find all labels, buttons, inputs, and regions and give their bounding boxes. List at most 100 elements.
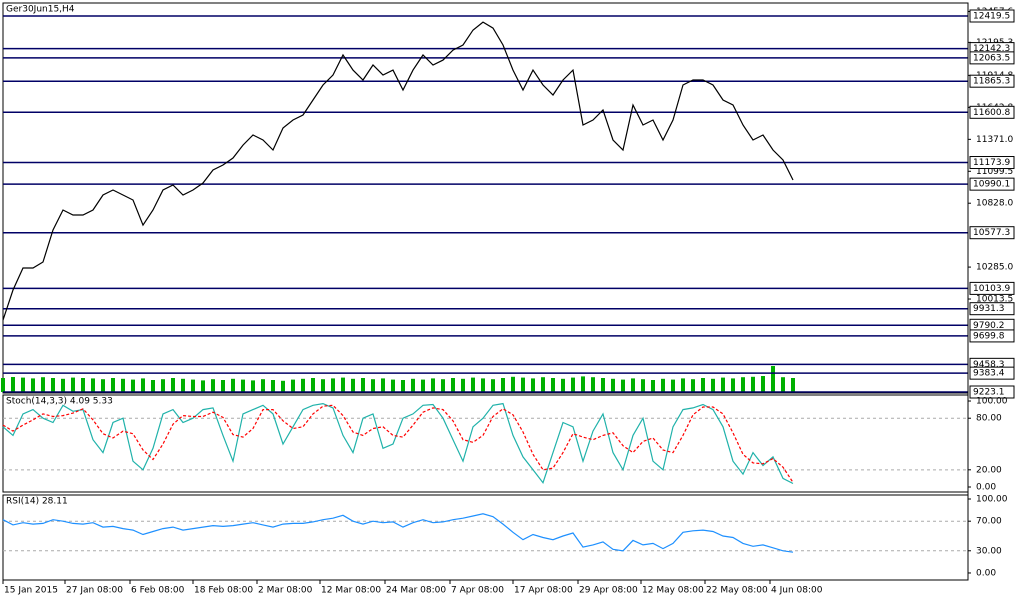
level-label: 12142.3: [973, 44, 1010, 54]
level-label: 9383.4: [973, 369, 1005, 379]
volume-bar: [611, 378, 615, 392]
series-line: [2, 513, 794, 553]
y-tick-label: 11371.0: [976, 135, 1013, 145]
y-tick-label: 10285.0: [976, 263, 1013, 273]
level-label-box: [969, 74, 1015, 88]
volume-bar: [161, 379, 165, 392]
level-label-box: [969, 9, 1015, 23]
volume-bar: [191, 379, 195, 392]
volume-bar: [141, 378, 145, 392]
y-tick-label: 10828.0: [976, 199, 1013, 209]
volume-bar: [431, 378, 435, 392]
volume-bar: [541, 377, 545, 392]
y-tick-label: 0.00: [976, 483, 996, 493]
y-tick-label: 70.00: [976, 517, 1002, 527]
level-label-box: [969, 302, 1015, 316]
volume-bar: [781, 377, 785, 392]
y-tick-label: 10013.5: [976, 295, 1013, 305]
x-tick-label: 18 Feb 08:00: [194, 586, 253, 596]
volume-bar: [381, 378, 385, 392]
volume-bar: [741, 377, 745, 392]
level-label: 11173.9: [973, 158, 1010, 168]
level-label: 10577.3: [973, 228, 1010, 238]
volume-bar: [201, 380, 205, 392]
level-label-box: [969, 366, 1015, 380]
y-tick-label: 80.00: [976, 414, 1002, 424]
volume-bar: [241, 379, 245, 392]
level-label: 9223.1: [973, 388, 1005, 398]
x-tick-label: 15 Jan 2015: [4, 586, 58, 596]
y-tick-label: 30.00: [976, 546, 1002, 556]
volume-bar: [271, 380, 275, 392]
volume-bar: [471, 377, 475, 392]
y-tick-label: 20.00: [976, 465, 1002, 475]
volume-bar: [641, 379, 645, 392]
volume-bar: [651, 380, 655, 392]
volume-bar: [231, 378, 235, 392]
volume-bar: [131, 379, 135, 392]
series-line: [2, 404, 794, 483]
volume-bar: [171, 378, 175, 392]
panel-title: Ger30Jun15,H4: [6, 5, 75, 15]
volume-bar: [211, 379, 215, 392]
volume-bar: [451, 378, 455, 392]
level-label: 12419.5: [973, 11, 1010, 21]
volume-bar: [601, 378, 605, 392]
volume-bar: [691, 379, 695, 392]
volume-bar: [441, 379, 445, 392]
volume-bar: [571, 377, 575, 392]
volume-bar: [661, 378, 665, 392]
volume-bar: [151, 380, 155, 392]
level-label-box: [969, 51, 1015, 65]
volume-bar: [671, 379, 675, 392]
volume-bar: [281, 380, 285, 392]
volume-bar: [11, 377, 15, 392]
volume-bar: [251, 380, 255, 392]
volume-bar: [681, 378, 685, 392]
volume-bar: [51, 378, 55, 392]
volume-bar: [561, 378, 565, 392]
volume-bar: [291, 379, 295, 392]
y-tick-label: 0.00: [976, 568, 996, 578]
level-label-box: [969, 385, 1015, 399]
x-tick-label: 22 May 08:00: [706, 586, 768, 596]
y-tick-label: 100.00: [976, 397, 1008, 407]
volume-bar: [351, 378, 355, 392]
x-tick-label: 27 Jan 08:00: [66, 586, 123, 596]
level-label-box: [969, 156, 1015, 170]
panel-title: RSI(14) 28.11: [6, 497, 68, 507]
level-label: 11865.3: [973, 77, 1010, 87]
x-tick-label: 12 Mar 08:00: [321, 586, 381, 596]
volume-bar: [31, 378, 35, 392]
volume-bar: [771, 366, 775, 392]
volume-bar: [81, 378, 85, 392]
level-label: 9931.3: [973, 304, 1005, 314]
volume-bar: [631, 378, 635, 392]
volume-bar: [591, 377, 595, 392]
volume-bar: [621, 379, 625, 392]
volume-bar: [701, 378, 705, 392]
volume-bar: [411, 378, 415, 392]
volume-bar: [341, 377, 345, 392]
volume-bar: [1, 378, 5, 392]
y-tick-label: 11099.5: [976, 167, 1013, 177]
x-tick-label: 7 Apr 08:00: [451, 586, 504, 596]
volume-bar: [301, 378, 305, 392]
volume-bar: [21, 377, 25, 392]
volume-bar: [751, 376, 755, 392]
volume-bar: [461, 378, 465, 392]
volume-bar: [401, 380, 405, 392]
x-tick-label: 17 Apr 08:00: [514, 586, 573, 596]
volume-bar: [761, 376, 765, 392]
volume-bar: [91, 378, 95, 392]
level-label: 9458.3: [973, 360, 1005, 370]
series-line: [2, 402, 794, 485]
volume-bar: [731, 378, 735, 392]
panel-title: Stoch(14,3,3) 4.09 5.33: [6, 397, 113, 407]
volume-bar: [261, 379, 265, 392]
level-label: 10990.1: [973, 180, 1010, 190]
volume-bar: [481, 378, 485, 392]
